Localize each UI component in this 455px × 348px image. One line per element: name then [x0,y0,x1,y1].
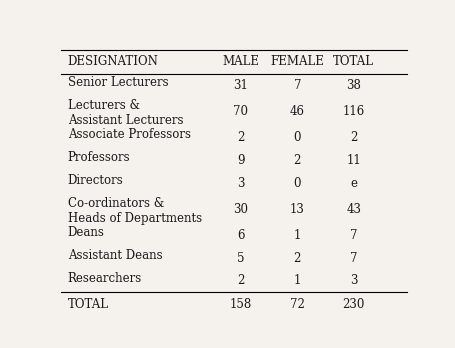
Text: 70: 70 [233,105,248,118]
Text: 31: 31 [233,79,248,92]
Text: 46: 46 [289,105,304,118]
Text: 2: 2 [293,252,300,264]
Text: DESIGNATION: DESIGNATION [67,55,158,68]
Text: 158: 158 [229,298,251,311]
Text: 230: 230 [342,298,364,311]
Text: FEMALE: FEMALE [270,55,324,68]
Text: MALE: MALE [222,55,259,68]
Text: 3: 3 [237,176,244,190]
Text: Researchers: Researchers [67,272,142,285]
Text: 7: 7 [349,252,357,264]
Text: 5: 5 [237,252,244,264]
Text: Directors: Directors [67,174,123,187]
Text: 2: 2 [293,154,300,167]
Text: e: e [349,176,357,190]
Text: Associate Professors: Associate Professors [67,128,190,141]
Text: 7: 7 [293,79,300,92]
Text: TOTAL: TOTAL [333,55,374,68]
Text: 38: 38 [346,79,360,92]
Text: 2: 2 [237,275,244,287]
Text: 11: 11 [346,154,360,167]
Text: 116: 116 [342,105,364,118]
Text: 1: 1 [293,275,300,287]
Text: 2: 2 [349,131,357,144]
Text: 7: 7 [349,229,357,242]
Text: 2: 2 [237,131,244,144]
Text: Assistant Deans: Assistant Deans [67,249,162,262]
Text: 0: 0 [293,176,300,190]
Text: Deans: Deans [67,226,104,239]
Text: TOTAL: TOTAL [67,298,108,311]
Text: Co-ordinators &
Heads of Departments: Co-ordinators & Heads of Departments [67,197,201,225]
Text: Lecturers &
Assistant Lecturers: Lecturers & Assistant Lecturers [67,99,183,127]
Text: Senior Lecturers: Senior Lecturers [67,76,168,89]
Text: 72: 72 [289,298,304,311]
Text: 0: 0 [293,131,300,144]
Text: Professors: Professors [67,151,130,164]
Text: 3: 3 [349,275,357,287]
Text: 1: 1 [293,229,300,242]
Text: 9: 9 [237,154,244,167]
Text: 43: 43 [346,203,360,216]
Text: 13: 13 [289,203,304,216]
Text: 30: 30 [233,203,248,216]
Text: 6: 6 [237,229,244,242]
